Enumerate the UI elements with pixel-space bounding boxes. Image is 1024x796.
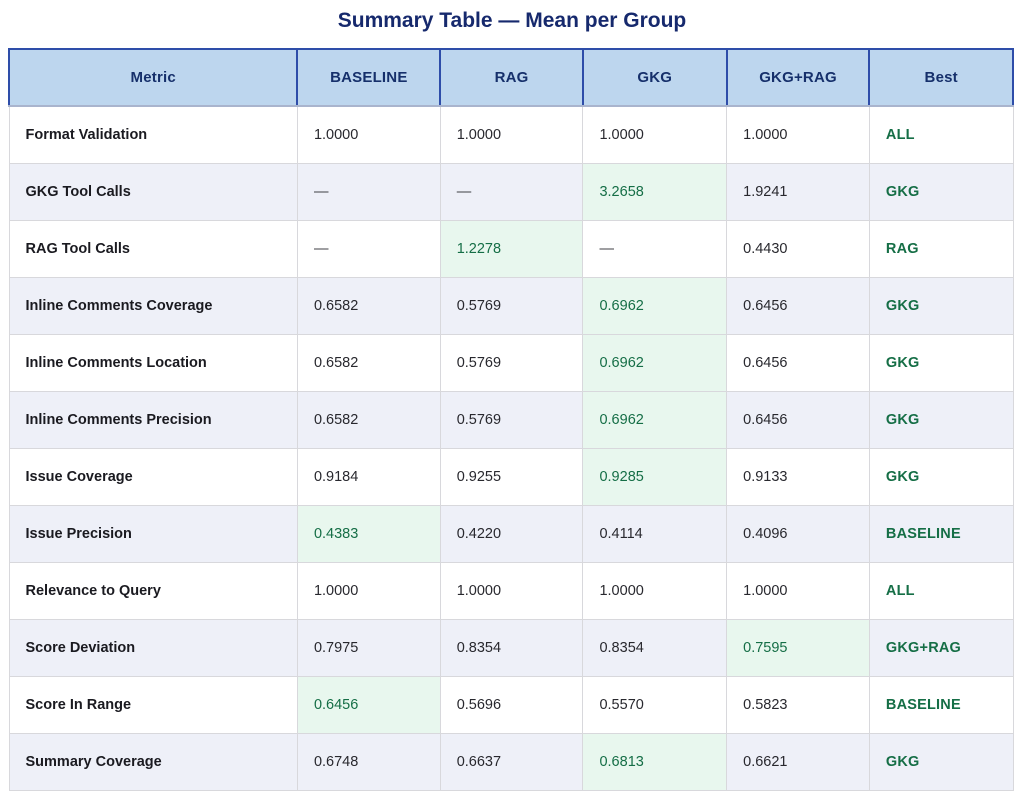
best-cell: BASELINE [868, 505, 1014, 563]
best-cell: GKG [868, 334, 1014, 392]
best-cell: ALL [868, 105, 1014, 164]
value-cell: — [582, 220, 728, 278]
column-header-best: Best [868, 48, 1014, 107]
table-header: Metric BASELINE RAG GKG GKG+RAG Best [7, 48, 1014, 107]
best-cell: GKG [868, 448, 1014, 506]
best-cell: GKG [868, 733, 1014, 791]
metric-cell: Inline Comments Coverage [8, 277, 298, 335]
best-cell: GKG [868, 163, 1014, 221]
header-row: Metric BASELINE RAG GKG GKG+RAG Best [7, 48, 1014, 107]
value-cell: 1.0000 [726, 562, 870, 620]
metric-cell: Issue Coverage [8, 448, 298, 506]
value-cell: 1.0000 [439, 562, 584, 620]
value-cell: 0.6621 [726, 733, 870, 791]
value-cell: 1.0000 [439, 105, 584, 164]
metric-cell: Inline Comments Precision [8, 391, 298, 449]
metric-cell: RAG Tool Calls [8, 220, 298, 278]
metric-cell: Score Deviation [8, 619, 298, 677]
column-header-gkg: GKG [581, 48, 728, 107]
metric-cell: Issue Precision [8, 505, 298, 563]
column-header-baseline: BASELINE [296, 48, 442, 107]
table-row: Inline Comments Location 0.6582 0.5769 0.69… [8, 334, 1014, 392]
value-cell: 0.6582 [296, 277, 441, 335]
table-row: Summary Coverage 0.6748 0.6637 0.6813 0.6621… [8, 733, 1014, 791]
table-row: Issue Precision 0.4383 0.4220 0.4114 0.4096 B… [8, 505, 1014, 563]
value-cell: 0.5696 [439, 676, 584, 734]
value-cell: 0.6456 [296, 676, 441, 734]
value-cell: 0.6582 [296, 391, 441, 449]
value-cell: 0.5570 [582, 676, 728, 734]
value-cell: 1.0000 [582, 562, 728, 620]
value-cell: — [296, 220, 441, 278]
value-cell: 0.9184 [296, 448, 441, 506]
value-cell: 1.0000 [582, 105, 728, 164]
table-row: Score Deviation 0.7975 0.8354 0.8354 0.7595 G… [8, 619, 1014, 677]
value-cell: — [296, 163, 441, 221]
value-cell: 0.4114 [582, 505, 728, 563]
value-cell: 0.7975 [296, 619, 441, 677]
value-cell: 1.0000 [296, 105, 441, 164]
best-cell: GKG [868, 391, 1014, 449]
value-cell: 0.9285 [582, 448, 728, 506]
column-header-metric: Metric [7, 48, 299, 107]
metric-cell: Score In Range [8, 676, 298, 734]
value-cell: 0.9255 [439, 448, 584, 506]
value-cell: — [439, 163, 584, 221]
best-cell: GKG [868, 277, 1014, 335]
value-cell: 0.6962 [582, 391, 728, 449]
value-cell: 0.4430 [726, 220, 870, 278]
value-cell: 0.5769 [439, 334, 584, 392]
value-cell: 0.4220 [439, 505, 584, 563]
value-cell: 0.7595 [726, 619, 870, 677]
value-cell: 1.0000 [296, 562, 441, 620]
value-cell: 0.6748 [296, 733, 441, 791]
metric-cell: Inline Comments Location [8, 334, 298, 392]
best-cell: ALL [868, 562, 1014, 620]
summary-table: Metric BASELINE RAG GKG GKG+RAG Best Format V… [7, 48, 1014, 791]
table-row: Issue Coverage 0.9184 0.9255 0.9285 0.9133 GK… [8, 448, 1014, 506]
column-header-rag: RAG [439, 48, 584, 107]
metric-cell: Summary Coverage [8, 733, 298, 791]
value-cell: 0.6456 [726, 391, 870, 449]
table-row: Relevance to Query 1.0000 1.0000 1.0000 1.00… [8, 562, 1014, 620]
column-header-gkg-rag: GKG+RAG [725, 48, 871, 107]
table-row: Format Validation 1.0000 1.0000 1.0000 1.000… [8, 105, 1014, 164]
table-row: GKG Tool Calls — —3.2658 1.9241 GKG [8, 163, 1014, 221]
value-cell: 1.2278 [439, 220, 584, 278]
value-cell: 0.5823 [726, 676, 870, 734]
table-row: RAG Tool Calls —1.2278—0.4430 RAG [8, 220, 1014, 278]
value-cell: 0.6962 [582, 277, 728, 335]
table-row: Inline Comments Coverage 0.6582 0.5769 0.69… [8, 277, 1014, 335]
value-cell: 0.6456 [726, 334, 870, 392]
value-cell: 1.0000 [726, 105, 870, 164]
value-cell: 3.2658 [582, 163, 728, 221]
table-row: Inline Comments Precision 0.6582 0.5769 0.6… [8, 391, 1014, 449]
value-cell: 0.4096 [726, 505, 870, 563]
value-cell: 0.8354 [439, 619, 584, 677]
value-cell: 0.5769 [439, 391, 584, 449]
value-cell: 0.8354 [582, 619, 728, 677]
best-cell: RAG [868, 220, 1014, 278]
metric-cell: Format Validation [8, 105, 298, 164]
metric-cell: Relevance to Query [8, 562, 298, 620]
value-cell: 0.5769 [439, 277, 584, 335]
value-cell: 0.6962 [582, 334, 728, 392]
value-cell: 0.6582 [296, 334, 441, 392]
metric-cell: GKG Tool Calls [8, 163, 298, 221]
table-body: Format Validation 1.0000 1.0000 1.0000 1.000… [8, 105, 1014, 791]
value-cell: 0.9133 [726, 448, 870, 506]
page-title: Summary Table — Mean per Group [337, 9, 687, 32]
best-cell: BASELINE [868, 676, 1014, 734]
best-cell: GKG+RAG [868, 619, 1014, 677]
value-cell: 0.4383 [296, 505, 441, 563]
value-cell: 0.6637 [439, 733, 584, 791]
value-cell: 0.6813 [582, 733, 728, 791]
table-row: Score In Range 0.6456 0.5696 0.5570 0.5823 BA… [8, 676, 1014, 734]
value-cell: 1.9241 [726, 163, 870, 221]
value-cell: 0.6456 [726, 277, 870, 335]
